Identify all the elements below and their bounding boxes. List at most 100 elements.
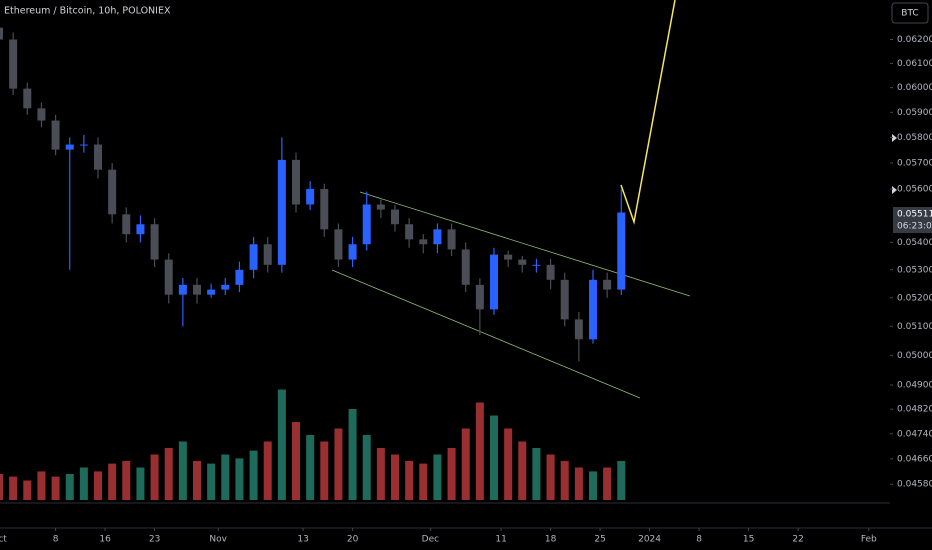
y-tick-label: 0.05800 bbox=[897, 133, 932, 143]
volume-bar bbox=[546, 454, 555, 500]
candle-body bbox=[589, 279, 598, 340]
candle-body bbox=[23, 88, 32, 109]
volume-bar bbox=[490, 415, 499, 500]
volume-bar bbox=[292, 422, 301, 500]
x-tick-label: 13 bbox=[297, 535, 308, 545]
volume-bar bbox=[23, 480, 32, 500]
candle-body bbox=[461, 249, 470, 285]
y-tick-label: 0.05600 bbox=[897, 184, 932, 194]
volume-bar bbox=[518, 441, 527, 500]
volume-bar bbox=[37, 471, 46, 500]
y-tick-label: 0.05100 bbox=[897, 322, 932, 332]
volume-bar bbox=[79, 467, 88, 500]
x-tick-label: 2024 bbox=[638, 535, 661, 545]
candle-body bbox=[447, 229, 456, 250]
x-tick-label: 18 bbox=[545, 535, 557, 545]
volume-bar bbox=[504, 428, 513, 500]
y-tick-label: 0.06000 bbox=[897, 83, 932, 93]
currency-button[interactable] bbox=[891, 2, 929, 24]
candle-body bbox=[560, 279, 569, 320]
volume-bar bbox=[306, 435, 315, 500]
volume-bar bbox=[461, 428, 470, 500]
volume-bar bbox=[419, 463, 428, 500]
volume-bar bbox=[221, 454, 230, 500]
candle-body bbox=[546, 264, 555, 280]
volume-bar bbox=[65, 474, 74, 500]
candle-body bbox=[0, 27, 4, 40]
x-tick-label: 16 bbox=[99, 535, 111, 545]
candle-body bbox=[574, 319, 583, 340]
volume-bar bbox=[136, 467, 145, 500]
candle-body bbox=[362, 204, 371, 245]
volume-bar bbox=[532, 448, 541, 500]
y-tick-label: 0.04660 bbox=[897, 454, 932, 464]
y-tick-label: 0.05700 bbox=[897, 158, 932, 168]
candle-body bbox=[221, 284, 230, 290]
volume-bar bbox=[447, 448, 456, 500]
y-tick-label: 0.05300 bbox=[897, 265, 932, 275]
volume-bar bbox=[178, 441, 187, 500]
candle-body bbox=[617, 212, 626, 290]
x-tick-label: 22 bbox=[792, 535, 803, 545]
volume-bar bbox=[391, 454, 400, 500]
y-tick-label: 0.04580 bbox=[897, 480, 932, 490]
x-tick-label: 20 bbox=[347, 535, 359, 545]
y-tick-label: 0.05900 bbox=[897, 108, 932, 118]
volume-bar bbox=[405, 461, 414, 500]
candle-body bbox=[51, 120, 60, 150]
currency-button-label[interactable]: BTC bbox=[901, 9, 918, 19]
candle-body bbox=[334, 229, 343, 260]
candle-body bbox=[108, 169, 117, 215]
x-tick-label: 25 bbox=[594, 535, 605, 545]
volume-bar bbox=[603, 467, 612, 500]
candle-body bbox=[136, 224, 145, 235]
volume-bar bbox=[320, 441, 329, 500]
volume-bar bbox=[589, 471, 598, 500]
volume-bar bbox=[433, 454, 442, 500]
x-tick-label: 8 bbox=[696, 535, 702, 545]
candle-body bbox=[249, 244, 258, 270]
x-tick-label: 23 bbox=[149, 535, 160, 545]
candle-body bbox=[235, 269, 244, 285]
candle-body bbox=[391, 209, 400, 225]
projection-line bbox=[620, 0, 676, 225]
candle-body bbox=[37, 108, 46, 121]
volume-bar bbox=[193, 461, 202, 500]
volume-bar bbox=[249, 450, 258, 500]
price-marker bbox=[892, 186, 897, 194]
candle-body bbox=[292, 159, 301, 205]
y-tick-label: 0.04740 bbox=[897, 429, 932, 439]
candle-body bbox=[306, 188, 315, 205]
volume-bar bbox=[150, 454, 159, 500]
volume-bar bbox=[0, 474, 4, 500]
candle-body bbox=[376, 204, 385, 210]
x-tick-label: 11 bbox=[495, 535, 506, 545]
candle-body bbox=[94, 144, 103, 170]
channel-upper bbox=[359, 191, 691, 297]
channel-lower bbox=[331, 269, 641, 399]
candle-body bbox=[603, 279, 612, 290]
y-tick-label: 0.05000 bbox=[897, 351, 932, 361]
volume-bar bbox=[108, 463, 117, 500]
volume-bar bbox=[617, 461, 626, 500]
volume-bar bbox=[334, 428, 343, 500]
x-tick-label: Dec bbox=[422, 535, 439, 545]
volume-bar bbox=[164, 448, 173, 500]
x-tick-label: 8 bbox=[53, 535, 59, 545]
candle-body bbox=[164, 259, 173, 295]
x-tick-label: 15 bbox=[743, 535, 754, 545]
y-tick-label: 0.04900 bbox=[897, 381, 932, 391]
volume-bar bbox=[9, 476, 18, 500]
candle-body bbox=[405, 224, 414, 240]
countdown-label: 06:23:05 bbox=[897, 222, 932, 232]
price-marker bbox=[892, 134, 897, 142]
candle-body bbox=[277, 159, 286, 265]
volume-bar bbox=[376, 448, 385, 500]
candle-body bbox=[504, 254, 513, 260]
candle-body bbox=[207, 289, 216, 295]
x-tick-label: Feb bbox=[861, 535, 877, 545]
volume-bar bbox=[574, 467, 583, 500]
candle-body bbox=[518, 259, 527, 265]
